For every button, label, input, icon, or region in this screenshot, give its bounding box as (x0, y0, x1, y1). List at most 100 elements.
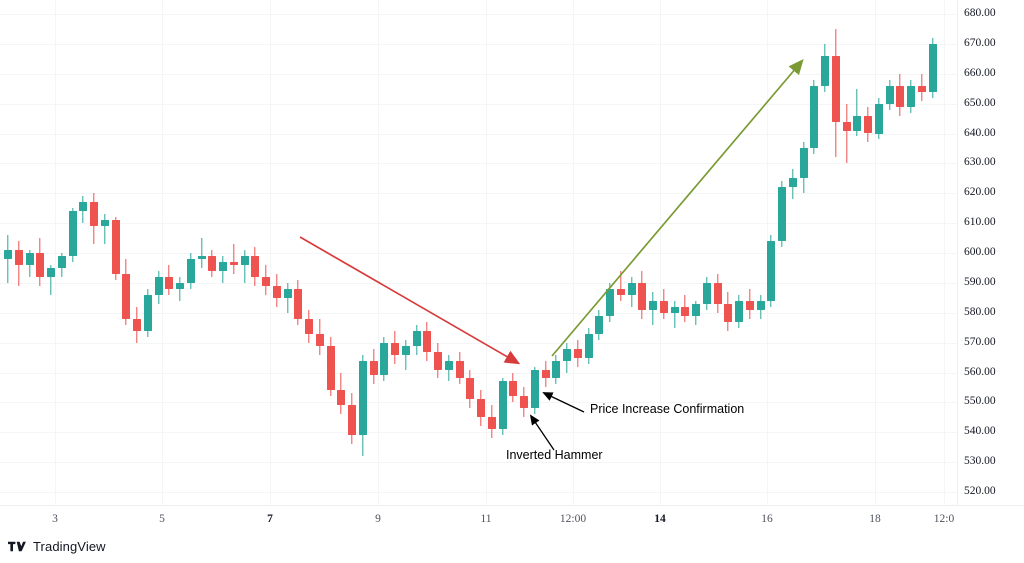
gridline-horizontal (0, 73, 957, 75)
candle-body (112, 220, 120, 274)
candle-body (79, 202, 87, 212)
time-tick-label: 18 (869, 513, 881, 525)
candle-body (423, 330, 431, 352)
candle-body (660, 300, 668, 313)
candle-body (703, 282, 711, 304)
candle-body (69, 211, 77, 256)
candlestick (15, 0, 23, 505)
candlestick (531, 0, 539, 505)
candlestick (251, 0, 259, 505)
candlestick (348, 0, 356, 505)
candlestick (122, 0, 130, 505)
candle-body (219, 261, 227, 271)
candlestick (47, 0, 55, 505)
price-tick-label: 620.00 (964, 186, 996, 199)
candle-body (413, 330, 421, 346)
gridline-vertical (162, 0, 163, 505)
candlestick (778, 0, 786, 505)
candlestick (69, 0, 77, 505)
candlestick (542, 0, 550, 505)
candle-body (208, 255, 216, 271)
price-axis[interactable]: 680.00 670.00 660.00 650.00 640.00 630.00 620.… (957, 0, 1024, 505)
candlestick (327, 0, 335, 505)
candlestick (36, 0, 44, 505)
time-tick-label: 16 (761, 513, 773, 525)
candle-body (735, 300, 743, 322)
candlestick (606, 0, 614, 505)
price-tick-label: 630.00 (964, 156, 996, 169)
candlestick (423, 0, 431, 505)
candle-body (348, 405, 356, 436)
candlestick (241, 0, 249, 505)
candlestick (929, 0, 937, 505)
candle-body (36, 253, 44, 277)
gridline-horizontal (0, 103, 957, 105)
candle-wick (201, 238, 203, 268)
candlestick (79, 0, 87, 505)
candle-body (574, 348, 582, 358)
gridline-horizontal (0, 163, 957, 165)
candle-body (724, 303, 732, 322)
price-tick-label: 600.00 (964, 246, 996, 258)
candlestick (810, 0, 818, 505)
candlestick (445, 0, 453, 505)
candle-wick (233, 244, 235, 274)
candle-body (821, 55, 829, 86)
candle-body (380, 342, 388, 376)
gridline-vertical (55, 0, 56, 505)
candle-body (198, 255, 206, 259)
candlestick (101, 0, 109, 505)
candle-body (929, 43, 937, 92)
candlestick (875, 0, 883, 505)
candle-wick (244, 250, 246, 283)
price-tick-label: 540.00 (964, 425, 996, 438)
candle-body (509, 381, 517, 397)
time-tick-label: 11 (480, 513, 492, 525)
candlestick (413, 0, 421, 505)
candle-body (531, 369, 539, 409)
candle-body (273, 285, 281, 298)
gridline-horizontal (0, 462, 957, 464)
candlestick (843, 0, 851, 505)
candlestick (671, 0, 679, 505)
time-tick-label: 5 (159, 513, 165, 525)
time-axis[interactable]: 3 5 7 9 11 12:00 14 16 18 12:0 (0, 505, 1024, 536)
candlestick (499, 0, 507, 505)
candlestick (294, 0, 302, 505)
candlestick (509, 0, 517, 505)
chart-plot-area[interactable]: Price Increase Confirmation Inverted Hamm… (0, 0, 957, 505)
candle-body (477, 399, 485, 418)
candlestick (477, 0, 485, 505)
candlestick (219, 0, 227, 505)
price-tick-label: 670.00 (964, 36, 996, 49)
inverted-hammer-label: Inverted Hammer (506, 448, 603, 462)
candlestick (391, 0, 399, 505)
tradingview-logo-icon (8, 541, 26, 552)
price-tick-label: 640.00 (964, 126, 996, 139)
candle-body (165, 276, 173, 289)
candle-body (337, 390, 345, 406)
candle-body (800, 148, 808, 179)
candle-body (230, 261, 238, 265)
candle-body (886, 85, 894, 104)
candlestick (735, 0, 743, 505)
gridline-vertical (270, 0, 271, 505)
candle-body (370, 360, 378, 376)
price-tick-label: 530.00 (964, 455, 996, 468)
gridline-vertical (486, 0, 487, 505)
candle-body (638, 282, 646, 310)
candle-body (305, 318, 313, 334)
candlestick (832, 0, 840, 505)
candlestick (187, 0, 195, 505)
candlestick (488, 0, 496, 505)
candlestick (757, 0, 765, 505)
candlestick (821, 0, 829, 505)
time-tick-label: 14 (654, 513, 666, 525)
candlestick (649, 0, 657, 505)
candle-body (789, 178, 797, 188)
price-tick-label: 580.00 (964, 305, 996, 318)
candle-body (628, 282, 636, 295)
candlestick (434, 0, 442, 505)
candle-body (542, 369, 550, 379)
candle-body (907, 85, 915, 107)
